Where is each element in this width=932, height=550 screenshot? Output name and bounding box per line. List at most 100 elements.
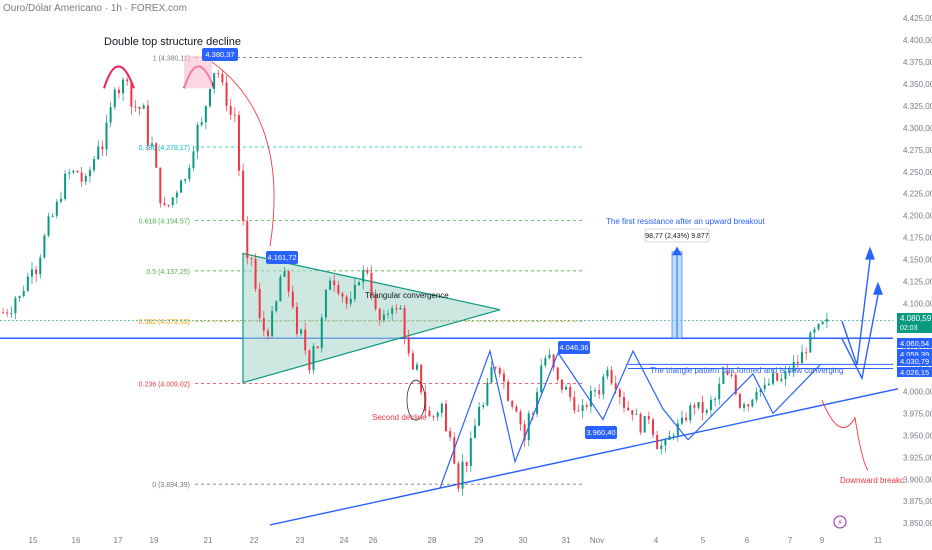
candle-body	[403, 307, 406, 338]
candle-body	[507, 381, 510, 401]
candle-body	[511, 400, 514, 407]
projection-arrowhead	[865, 246, 875, 260]
x-tick-label: Nov	[590, 536, 604, 545]
last-price-value: 4.080,59	[900, 314, 932, 323]
candle-body	[391, 308, 394, 314]
candle-body	[639, 413, 642, 433]
candle-body	[730, 374, 733, 376]
candle-body	[221, 73, 224, 83]
candle-body	[747, 404, 750, 407]
candle-body	[345, 296, 348, 304]
candle-body	[2, 312, 4, 314]
candle-body	[801, 352, 804, 364]
candle-body	[395, 308, 398, 310]
fib-level-label: 0.382 (4.079,93)	[139, 319, 190, 326]
y-tick-label: 4.425,00	[903, 14, 932, 23]
candle-body	[163, 203, 166, 206]
x-tick-label: 23	[296, 536, 305, 545]
candle-body	[333, 280, 336, 286]
y-tick-label: 4.350,00	[903, 80, 932, 89]
candle-body	[755, 392, 758, 400]
candle-body	[279, 276, 282, 302]
double-top-zone	[184, 55, 212, 89]
y-tick-label: 3.850,00	[903, 519, 932, 528]
y-tick-label: 4.100,00	[903, 300, 932, 309]
candle-body	[225, 82, 228, 107]
candle-body	[482, 405, 485, 407]
y-tick-label: 4.175,00	[903, 234, 932, 243]
chart-header-symbol: Ouro/Dólar Americano · 1h · FOREX.com	[3, 3, 187, 14]
x-tick-label: 19	[150, 536, 159, 545]
candle-body	[349, 298, 352, 304]
candle-body	[531, 413, 534, 415]
fib-level-label: 0.5 (4.137,25)	[146, 269, 190, 276]
candle-body	[614, 383, 617, 390]
candle-body	[519, 411, 522, 425]
candle-body	[416, 364, 418, 370]
candle-body	[751, 399, 754, 407]
candle-body	[283, 271, 286, 277]
y-tick-label: 4.400,00	[903, 36, 932, 45]
price-callout: 4.161,72	[267, 253, 296, 262]
countdown-timer: 02:03	[900, 325, 918, 332]
candle-body	[780, 378, 783, 381]
x-tick-label: 31	[562, 536, 571, 545]
measure-label-box	[644, 228, 710, 243]
price-axis-label: 4.059,39	[900, 350, 929, 359]
candle-body	[64, 173, 67, 199]
candle-body	[341, 293, 344, 297]
candle-body	[805, 352, 808, 354]
price-axis-badge	[897, 356, 932, 366]
candle-body	[39, 257, 42, 275]
y-tick-label: 3.975,00	[903, 409, 932, 418]
x-tick-label: 21	[204, 536, 213, 545]
y-tick-label: 3.900,00	[903, 475, 932, 484]
candle-body	[577, 410, 580, 412]
candle-body	[701, 402, 704, 413]
candle-body	[594, 390, 597, 392]
candle-body	[151, 143, 154, 146]
candle-body	[387, 313, 390, 315]
candle-body	[167, 205, 170, 207]
candle-body	[664, 440, 667, 446]
candle-body	[93, 159, 96, 171]
annotation-double-top: Double top structure decline	[104, 36, 241, 48]
candle-body	[536, 392, 539, 414]
candle-body	[382, 314, 385, 321]
candle-body	[196, 124, 199, 152]
candle-body	[457, 463, 460, 489]
fib-level-label: 0 (3.894,39)	[152, 482, 190, 489]
candle-body	[440, 403, 443, 413]
x-tick-label: 7	[788, 536, 793, 545]
fib-level-label: 0.618 (4.194,57)	[139, 218, 190, 225]
measure-label: 98,77 (2,43%) 9.877	[645, 233, 709, 240]
candle-body	[420, 364, 423, 393]
candle-body	[374, 295, 377, 309]
candle-body	[656, 434, 659, 450]
candle-body	[142, 105, 145, 109]
candle-body	[461, 461, 464, 489]
candle-body	[722, 371, 725, 384]
candle-body	[494, 367, 497, 369]
candle-body	[465, 461, 468, 466]
candle-body	[59, 198, 62, 202]
candle-body	[209, 89, 211, 107]
candle-body	[726, 371, 729, 375]
measure-arrowhead	[672, 246, 682, 256]
candle-body	[10, 313, 13, 315]
y-tick-label: 4.375,00	[903, 58, 932, 67]
candle-body	[651, 419, 654, 435]
candle-body	[188, 167, 191, 180]
candle-body	[378, 308, 381, 321]
candle-body	[792, 361, 795, 372]
candle-body	[275, 301, 278, 312]
candle-body	[262, 318, 265, 331]
candle-body	[353, 284, 356, 299]
candle-body	[825, 319, 828, 322]
candle-body	[473, 425, 476, 439]
candle-body	[623, 397, 625, 408]
y-tick-label: 4.200,00	[903, 212, 932, 221]
candle-body	[668, 436, 671, 441]
candle-body	[109, 107, 112, 123]
